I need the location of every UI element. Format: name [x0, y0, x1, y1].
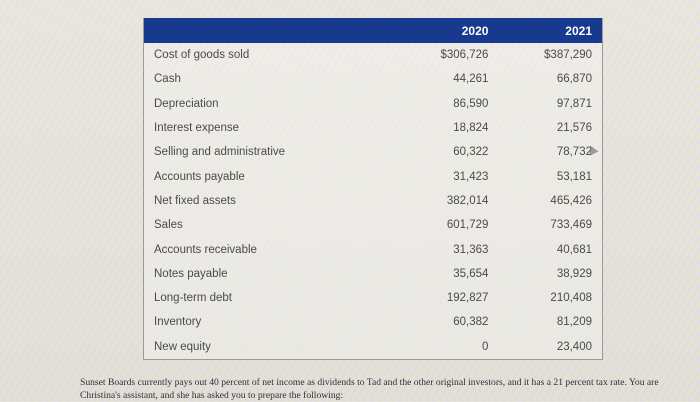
value-2021: 81,209: [556, 316, 592, 329]
table-row: Cost of goods sold $306,726 $387,290: [144, 43, 603, 67]
value-2020: 18,824: [453, 122, 489, 135]
row-label: Notes payable: [154, 267, 228, 280]
row-label: Cash: [154, 73, 181, 86]
row-label: New equity: [154, 340, 211, 353]
value-2020: $306,726: [440, 49, 489, 62]
table-row: Interest expense 18,824 21,576: [144, 116, 603, 140]
value-2020: 601,729: [446, 219, 489, 232]
row-label: Accounts receivable: [154, 243, 257, 256]
financial-data-table: 2020 2021 Cost of goods sold $306,726 $3…: [143, 18, 603, 360]
value-2020: 0: [482, 340, 489, 353]
row-label: Accounts payable: [154, 170, 245, 183]
row-label: Selling and administrative: [154, 146, 286, 159]
value-2021: 66,870: [556, 73, 592, 86]
row-label: Cost of goods sold: [154, 49, 250, 62]
table-row: Accounts receivable 31,363 40,681: [144, 237, 603, 261]
table-row: Depreciation 86,590 97,871: [144, 92, 603, 116]
table-header-row: 2020 2021: [143, 18, 603, 43]
table-row: Inventory 60,382 81,209: [144, 310, 603, 334]
table-row: Accounts payable 31,423 53,181: [144, 164, 603, 188]
header-year-2020: 2020: [394, 18, 499, 43]
value-2021: $387,290: [544, 49, 592, 62]
row-label: Depreciation: [154, 97, 219, 110]
row-label: Interest expense: [154, 122, 240, 135]
problem-description: Sunset Boards currently pays out 40 perc…: [80, 376, 659, 401]
value-2021: 21,576: [556, 122, 592, 135]
value-2021: 53,181: [556, 170, 592, 183]
value-2021: 78,732: [556, 146, 592, 159]
value-2020: 31,363: [453, 243, 489, 256]
row-label: Long-term debt: [154, 292, 232, 305]
value-2021: 210,408: [550, 292, 592, 305]
row-label: Net fixed assets: [154, 194, 236, 207]
value-2021: 733,469: [550, 219, 592, 232]
table-row: New equity 0 23,400: [144, 335, 603, 360]
value-2020: 44,261: [453, 73, 489, 86]
value-2021: 465,426: [550, 194, 592, 207]
value-2020: 35,654: [453, 267, 489, 280]
table-row: Selling and administrative 60,322 78,732: [144, 140, 603, 164]
table-row: Long-term debt 192,827 210,408: [144, 286, 603, 310]
value-2020: 192,827: [446, 292, 489, 305]
row-label: Inventory: [154, 316, 202, 329]
header-year-2021: 2021: [498, 18, 603, 43]
value-2021: 97,871: [556, 97, 592, 110]
financial-data-table-container: 2020 2021 Cost of goods sold $306,726 $3…: [143, 18, 603, 360]
value-2021: 40,681: [556, 243, 592, 256]
row-label: Sales: [154, 219, 183, 232]
value-2021: 23,400: [556, 340, 592, 353]
value-2020: 86,590: [453, 97, 489, 110]
table-row: Notes payable 35,654 38,929: [144, 262, 603, 286]
table-row: Net fixed assets 382,014 465,426: [144, 189, 603, 213]
value-2020: 60,382: [453, 316, 489, 329]
value-2020: 60,322: [453, 146, 489, 159]
header-label-column: [143, 18, 395, 43]
table-row: Sales 601,729 733,469: [144, 213, 603, 237]
value-2021: 38,929: [556, 267, 592, 280]
table-row: Cash 44,261 66,870: [144, 67, 603, 91]
value-2020: 382,014: [446, 194, 489, 207]
value-2020: 31,423: [453, 170, 489, 183]
